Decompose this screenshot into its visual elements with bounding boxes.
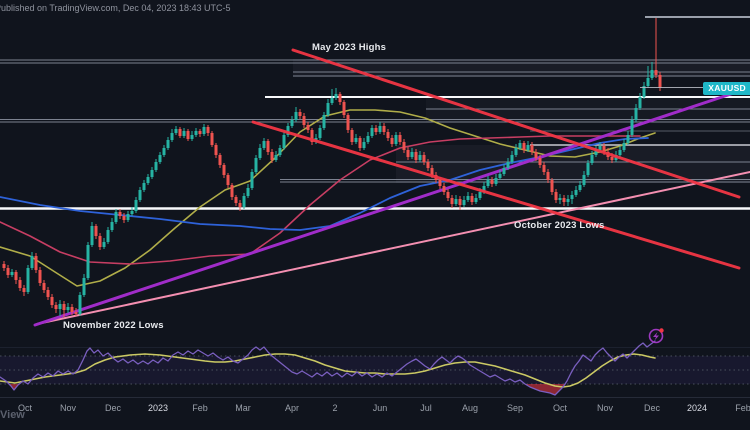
publish-note: Published on TradingView.com, Dec 04, 20…: [0, 3, 231, 13]
symbol-price-badge: XAUUSD: [703, 82, 750, 95]
axis-label-feb: Feb: [735, 403, 750, 413]
annotation-october-2023-lows: October 2023 Lows: [514, 220, 605, 231]
axis-label-nov: Nov: [596, 403, 614, 413]
axis-label-jun: Jun: [372, 403, 388, 413]
horizontal-levels: [0, 16, 750, 348]
axis-label-jul: Jul: [420, 403, 432, 413]
axis-label-2023: 2023: [147, 403, 169, 413]
axis-label-apr: Apr: [284, 403, 300, 413]
axis-label-dec: Dec: [104, 403, 122, 413]
time-axis[interactable]: Oct Nov Dec 2023 Feb Mar Apr 2 Jun Jul Aug Sep Oct No…: [0, 397, 750, 430]
annotation-november-2022-lows: November 2022 Lows: [63, 320, 164, 331]
axis-label-nov: Nov: [59, 403, 77, 413]
axis-label-feb: Feb: [192, 403, 208, 413]
moving-averages: [0, 109, 656, 287]
axis-label-aug: Aug: [461, 403, 479, 413]
axis-label-oct: Oct: [552, 403, 568, 413]
axis-label-2: 2: [332, 403, 338, 413]
axis-label-dec: Dec: [643, 403, 661, 413]
red-channel-trendlines: [251, 48, 741, 270]
candles-layer: [2, 18, 662, 317]
axis-label-2024: 2024: [686, 403, 708, 413]
axis-label-mar: Mar: [235, 403, 251, 413]
support-trendlines: [33, 91, 750, 327]
tradingview-watermark: View: [0, 409, 25, 421]
boost-icon[interactable]: [648, 328, 664, 344]
axis-label-sep: Sep: [506, 403, 524, 413]
oscillator-panel: [0, 340, 750, 396]
annotation-may-2023-highs: May 2023 Highs: [312, 42, 387, 53]
axis-label-oct: Oct: [17, 403, 33, 413]
